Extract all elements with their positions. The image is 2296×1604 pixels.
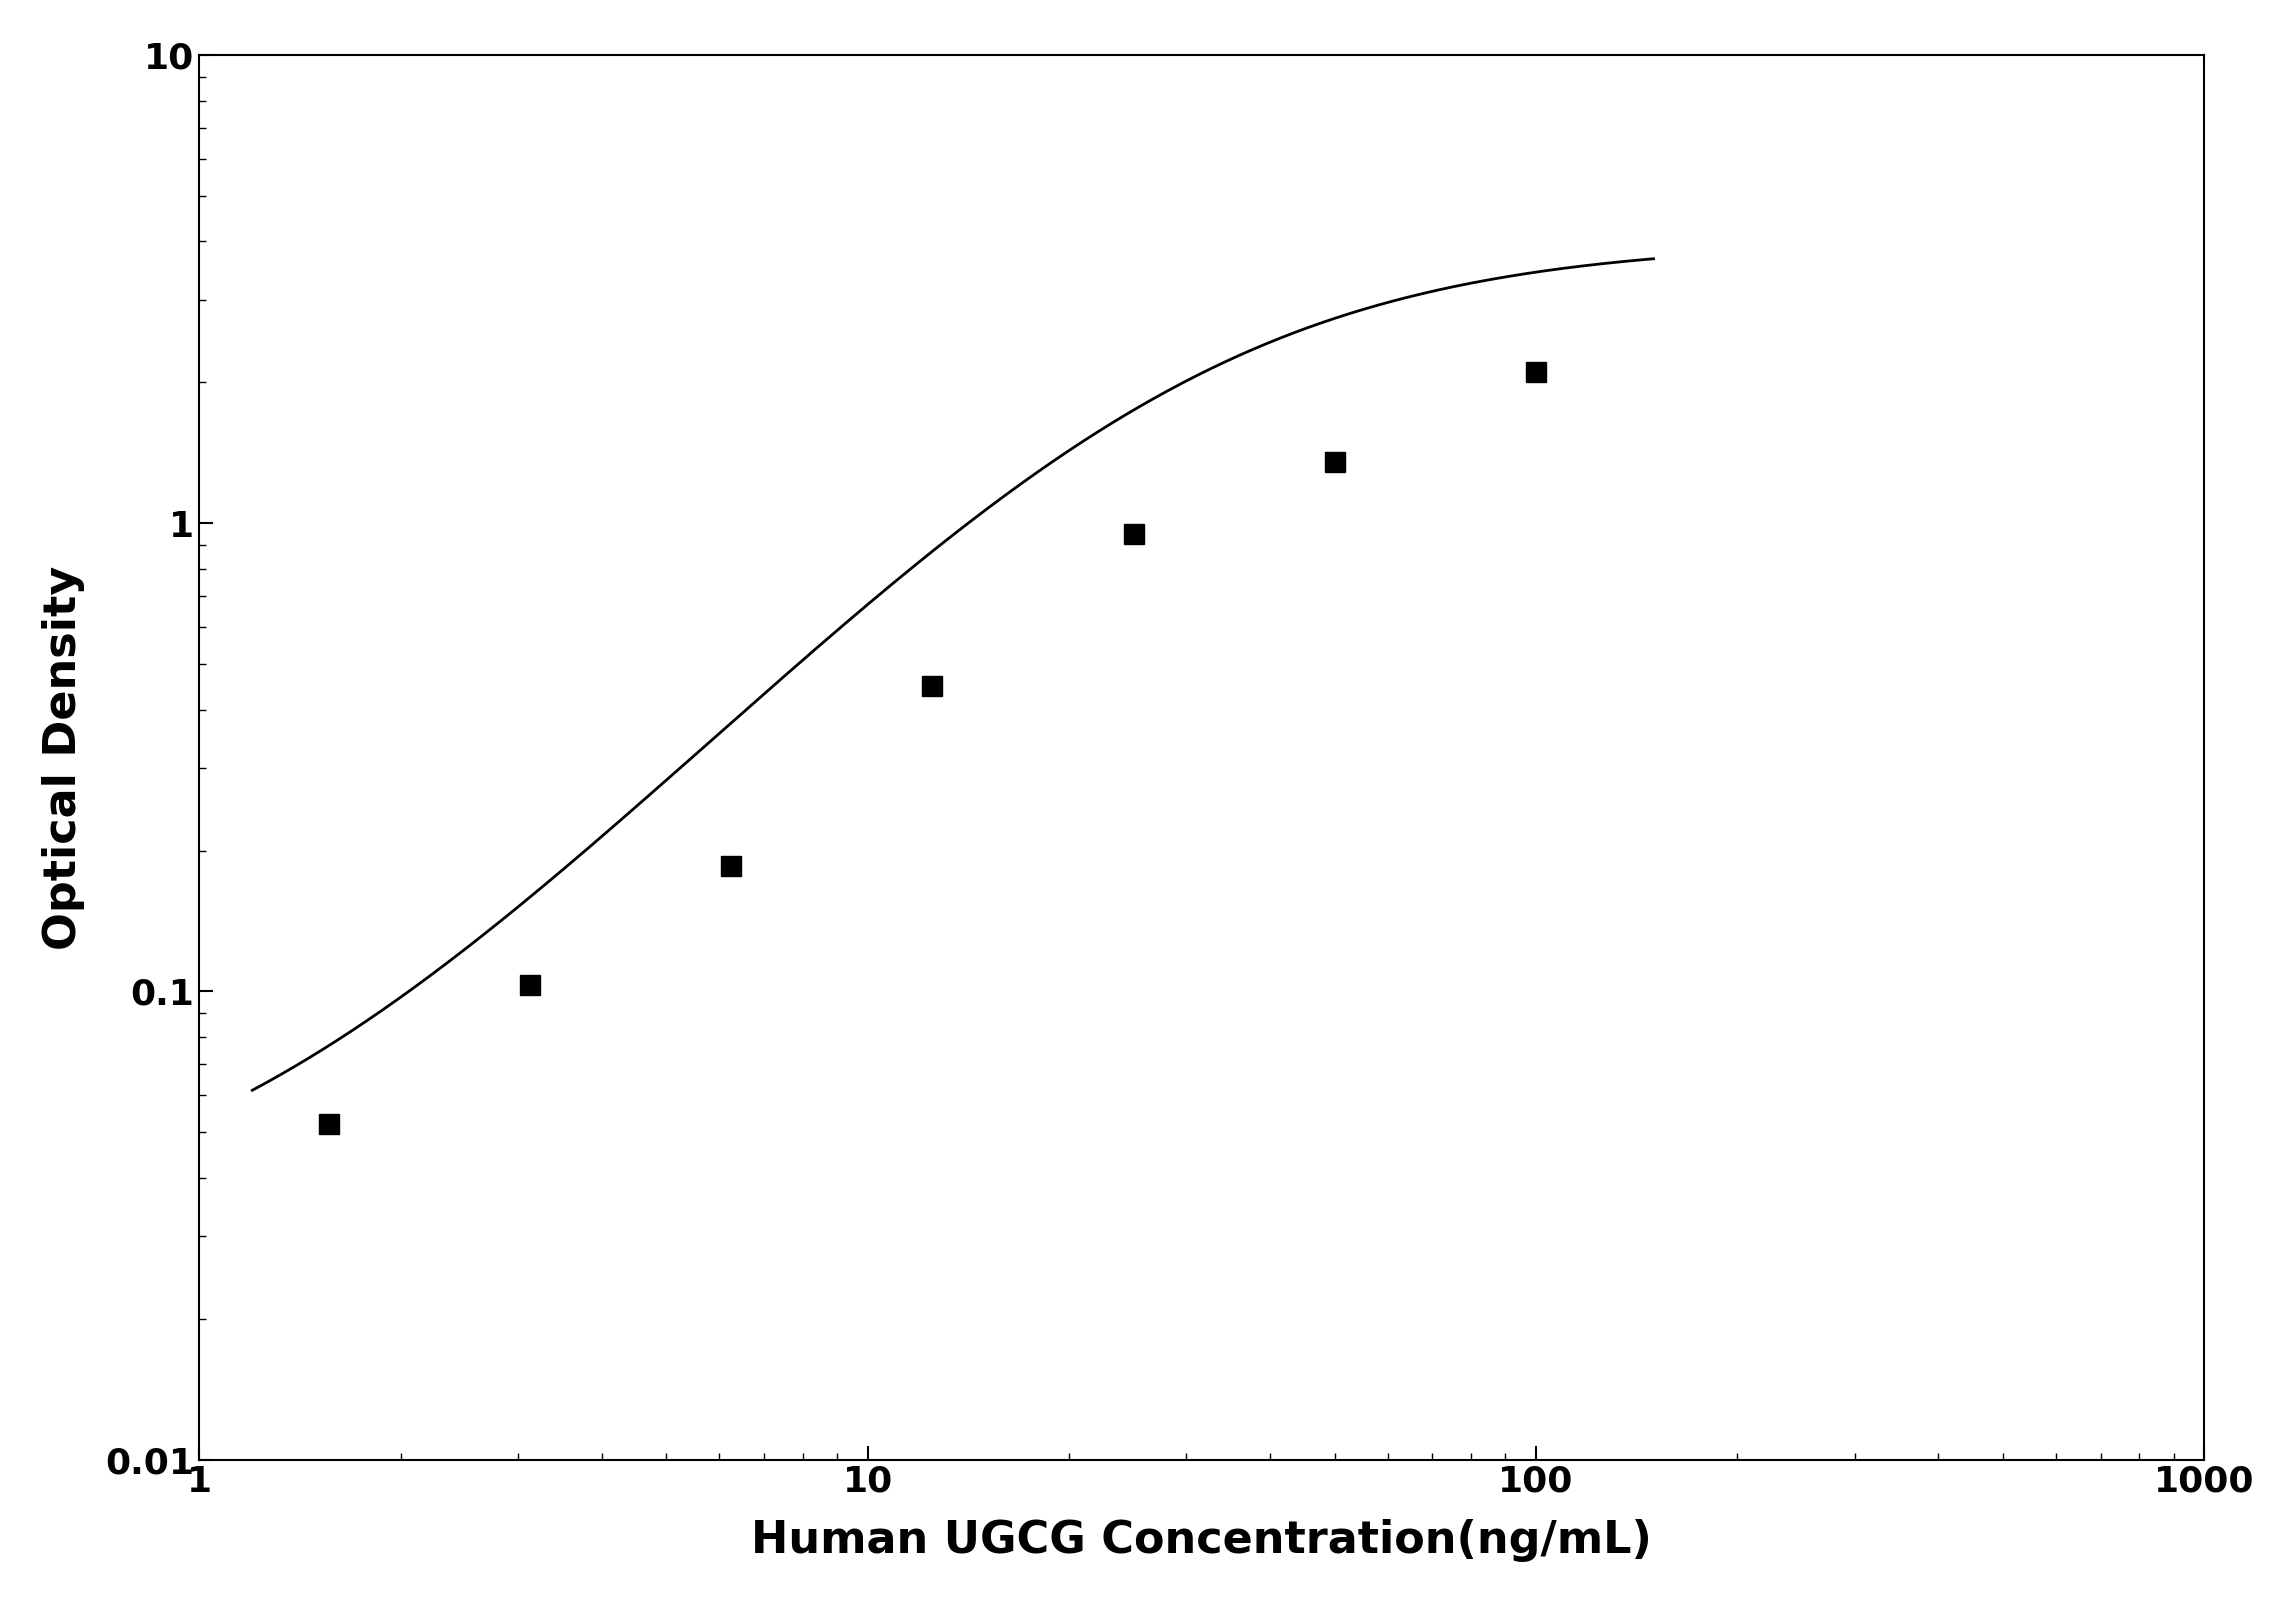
Y-axis label: Optical Density: Optical Density (41, 565, 85, 950)
X-axis label: Human UGCG Concentration(ng/mL): Human UGCG Concentration(ng/mL) (751, 1519, 1653, 1562)
